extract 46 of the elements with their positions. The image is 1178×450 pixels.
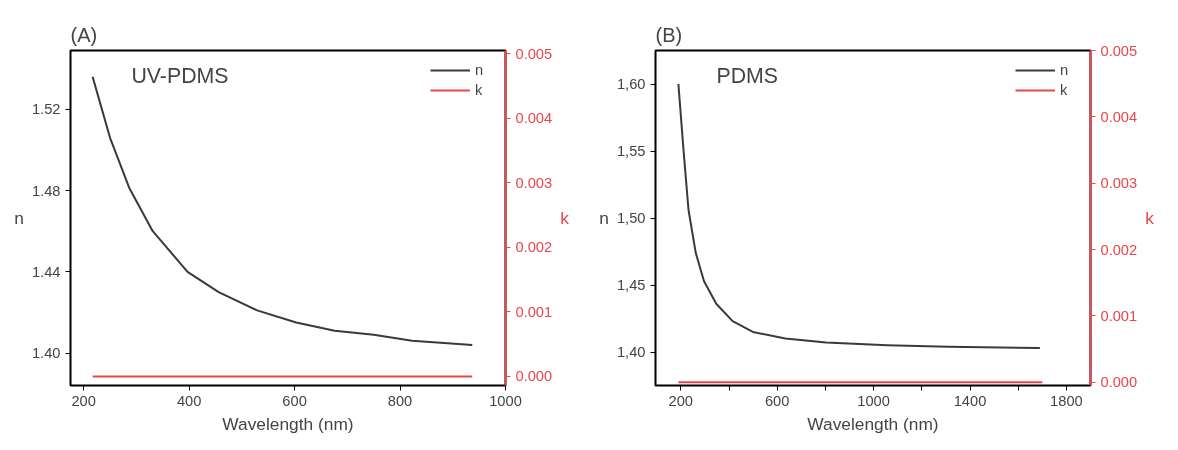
x-axis-title: Wavelength (nm) [807,413,939,434]
x-tick-label: 600 [764,392,790,409]
y-tick-label: 1.52 [31,101,61,118]
y2-tick-label: 0.002 [1100,241,1138,258]
chart-title: (A) [70,23,98,46]
y2-tick-label: 0.005 [515,45,553,62]
x-tick-label: 1000 [489,392,522,409]
y2-tick-label: 0.004 [515,110,553,127]
y-tick-label: 1,55 [616,143,646,159]
y2-tick-label: 0.004 [1100,108,1138,125]
y2-axis-title: k [560,208,570,228]
chart-title: (B) [655,23,683,46]
legend-label: n [1060,62,1070,78]
y-tick-label: 1,45 [616,277,646,293]
legend-label: k [1060,82,1069,98]
legend-label: k [475,82,484,98]
y-tick-label: 1.48 [31,182,61,199]
y-axis-title: n [599,208,609,228]
x-tick-label: 600 [282,392,307,409]
y2-tick-label: 0.003 [515,174,553,191]
annotation: UV-PDMS [131,63,229,88]
y-tick-label: 1,60 [616,76,646,92]
y2-tick-label: 0.002 [515,239,553,256]
line-series [677,83,1041,349]
y2-tick-label: 0.001 [515,303,553,320]
y2-tick-label: 0.003 [1100,175,1138,192]
x-axis-title: Wavelength (nm) [222,413,354,434]
x-tick-label: 400 [176,392,202,409]
y2-tick-label: 0.005 [1100,42,1138,59]
x-tick-label: 800 [387,392,413,409]
y-tick-label: 1,50 [616,210,646,226]
y-tick-label: 1.40 [31,345,61,362]
x-tick-label: 200 [71,392,96,409]
x-tick-label: 1400 [953,392,987,409]
y-tick-label: 1.44 [31,263,61,280]
y2-axis-title: k [1145,208,1155,228]
annotation: PDMS [716,63,779,88]
x-tick-label: 1000 [857,392,890,409]
legend-label: n [475,62,485,78]
y2-tick-label: 0.000 [515,368,553,385]
y-axis-title: n [14,208,24,228]
y-tick-label: 1,40 [616,344,646,360]
y2-tick-label: 0.000 [1100,374,1138,391]
y2-tick-label: 0.001 [1100,307,1138,324]
x-tick-label: 1800 [1050,392,1083,409]
x-tick-label: 200 [668,392,694,409]
